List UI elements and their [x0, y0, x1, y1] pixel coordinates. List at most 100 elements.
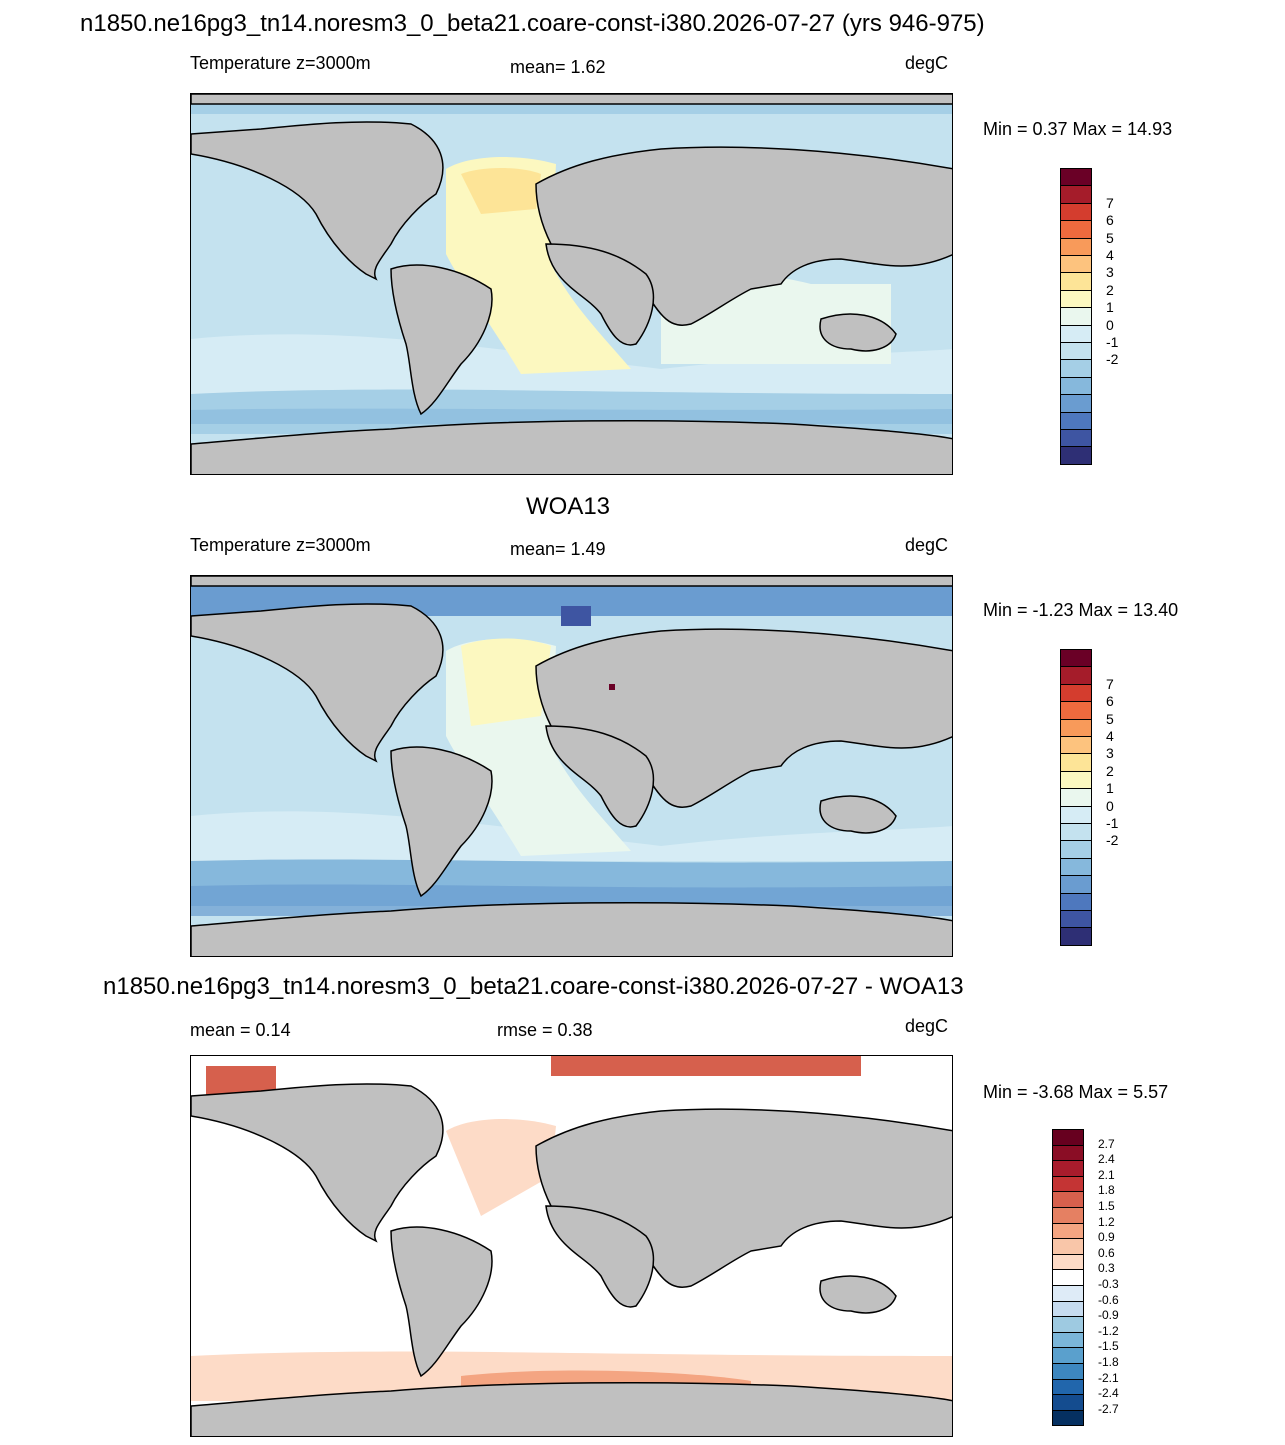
panel2-colorbar-label: 6 — [1106, 693, 1114, 710]
panel1-units: degC — [905, 53, 949, 73]
panel2-colorbar-label: 1 — [1106, 780, 1114, 797]
panel2-colorbar-box — [1060, 910, 1092, 929]
panel3-colorbar-box — [1052, 1175, 1084, 1193]
panel1-colorbar-box — [1060, 289, 1092, 309]
panel2-colorbar-label: 7 — [1106, 675, 1114, 692]
panel1-colorbar-label: 3 — [1106, 264, 1114, 281]
panel3-colorbar-box — [1052, 1253, 1084, 1271]
panel3-colorbar-box — [1052, 1300, 1084, 1318]
panel1-colorbar-label: 2 — [1106, 281, 1114, 298]
panel3-colorbar-box — [1052, 1160, 1084, 1177]
panel2-colorbar-box — [1060, 683, 1092, 703]
panel1-colorbar-label: 4 — [1106, 247, 1114, 263]
panel3-colorbar-label: -0.6 — [1098, 1292, 1119, 1307]
panel3-colorbar-label: -2.4 — [1098, 1386, 1119, 1401]
panel2-colorbar-box — [1060, 823, 1092, 842]
panel1-colorbar-box — [1060, 307, 1092, 326]
panel3-minmax: Min = -3.68 Max = 5.57 — [983, 1082, 1169, 1102]
panel2-colorbar-label: 5 — [1106, 710, 1114, 727]
panel1-colorbar-box — [1060, 411, 1092, 430]
panel3-colorbar-label: 1.5 — [1098, 1199, 1115, 1213]
panel3-colorbar-label: 0.3 — [1098, 1261, 1115, 1276]
panel3-colorbar-label: 0.9 — [1098, 1230, 1115, 1245]
panel2-colorbar-label: -1 — [1106, 815, 1119, 831]
panel1-colorbar-label: 6 — [1106, 212, 1114, 229]
panel2-colorbar-box — [1060, 736, 1092, 755]
panel1-variable-label: Temperature z=3000m — [190, 53, 371, 73]
panel3-colorbar-box — [1052, 1191, 1084, 1208]
panel3-colorbar-box — [1052, 1144, 1084, 1162]
panel3-colorbar-box — [1052, 1285, 1084, 1302]
panel3-mean: mean = 0.14 — [190, 1020, 291, 1040]
panel1-colorbar-box — [1060, 202, 1092, 222]
panel3-colorbar-box — [1052, 1331, 1084, 1349]
panel2-colorbar-box — [1060, 753, 1092, 772]
panel2-colorbar-box — [1060, 840, 1092, 859]
panel3-colorbar-box — [1052, 1207, 1084, 1224]
panel1-mean: mean= 1.62 — [510, 57, 606, 77]
panel3-map — [190, 1055, 953, 1437]
panel3-colorbar-label: -1.5 — [1098, 1339, 1119, 1354]
panel1-colorbar-label: -1 — [1106, 334, 1119, 350]
panel2-units: degC — [905, 535, 949, 555]
panel2-colorbar-box — [1060, 857, 1092, 877]
panel3-colorbar-label: -0.9 — [1098, 1308, 1119, 1323]
panel3-colorbar-box — [1052, 1363, 1084, 1380]
panel3-colorbar-label: -2.1 — [1098, 1370, 1119, 1385]
panel3-title: n1850.ne16pg3_tn14.noresm3_0_beta21.coar… — [103, 973, 964, 1000]
panel2-colorbar-label: 0 — [1106, 797, 1114, 814]
panel2-colorbar-label: 3 — [1106, 745, 1114, 762]
panel3-colorbar-label: -1.8 — [1098, 1355, 1119, 1369]
panel2-variable-label: Temperature z=3000m — [190, 535, 371, 555]
panel2-colorbar-box — [1060, 875, 1092, 894]
panel3-colorbar-box — [1052, 1378, 1084, 1396]
panel1-colorbar-label: 1 — [1106, 299, 1114, 316]
panel1-colorbar-label: 5 — [1106, 229, 1114, 246]
panel1-colorbar-box — [1060, 255, 1092, 274]
panel3-colorbar-box — [1052, 1238, 1084, 1255]
panel2-mean: mean= 1.49 — [510, 539, 606, 559]
panel2-colorbar-box — [1060, 805, 1092, 824]
panel3-colorbar-box — [1052, 1347, 1084, 1364]
panel2-colorbar-box — [1060, 892, 1092, 911]
panel2-colorbar-label: -2 — [1106, 832, 1119, 849]
panel2-colorbar-box — [1060, 770, 1092, 790]
panel3-colorbar-label: -2.7 — [1098, 1401, 1119, 1416]
panel3-colorbar-label: 2.4 — [1098, 1152, 1115, 1167]
panel2-title: WOA13 — [526, 493, 611, 520]
panel1-colorbar-box — [1060, 446, 1092, 465]
panel1-colorbar-label: 0 — [1106, 316, 1114, 333]
panel2-colorbar-box — [1060, 666, 1092, 685]
panel2-colorbar-box — [1060, 701, 1092, 720]
panel3-colorbar-box — [1052, 1394, 1084, 1411]
panel2-minmax: Min = -1.23 Max = 13.40 — [983, 600, 1179, 620]
panel3-colorbar-label: -0.3 — [1098, 1277, 1119, 1291]
panel3-colorbar-box — [1052, 1222, 1084, 1240]
panel3-units: degC — [905, 1016, 949, 1036]
panel1-colorbar-box — [1060, 324, 1092, 343]
panel1-colorbar-box — [1060, 359, 1092, 378]
panel1-title: n1850.ne16pg3_tn14.noresm3_0_beta21.coar… — [80, 10, 985, 37]
panel1-colorbar-box — [1060, 429, 1092, 448]
panel3-colorbar-label: 2.1 — [1098, 1167, 1115, 1182]
panel2-colorbar-box — [1060, 927, 1092, 946]
panel3-colorbar-box — [1052, 1316, 1084, 1333]
panel3-colorbar-label: 0.6 — [1098, 1245, 1115, 1260]
panel2-colorbar-box — [1060, 718, 1092, 737]
panel3-rmse: rmse = 0.38 — [497, 1020, 593, 1040]
panel2-map — [190, 575, 953, 957]
panel1-colorbar-box — [1060, 185, 1092, 204]
panel1-minmax: Min = 0.37 Max = 14.93 — [983, 119, 1173, 139]
panel1-map — [190, 93, 953, 475]
panel1-colorbar-box — [1060, 168, 1092, 187]
panel3-colorbar-box — [1052, 1269, 1084, 1286]
panel3-colorbar-label: 1.8 — [1098, 1183, 1115, 1198]
panel1-colorbar-box — [1060, 237, 1092, 256]
panel1-colorbar-box — [1060, 342, 1092, 361]
panel1-colorbar-box — [1060, 220, 1092, 239]
panel3-colorbar-box — [1052, 1129, 1084, 1146]
panel3-colorbar-label: 2.7 — [1098, 1136, 1115, 1151]
panel1-colorbar-label: -2 — [1106, 351, 1119, 368]
panel2-colorbar-label: 2 — [1106, 762, 1114, 779]
panel3-colorbar-label: 1.2 — [1098, 1214, 1115, 1229]
